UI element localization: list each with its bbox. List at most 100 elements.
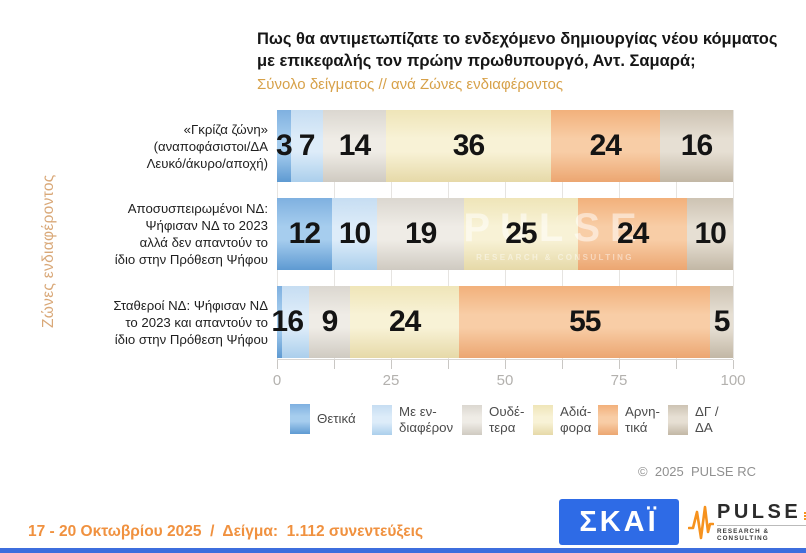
legend-swatch-icon (462, 404, 482, 435)
legend-label: Ουδέ-τερα (489, 404, 524, 435)
bar-segment-Θετικά: 3 (275, 110, 293, 182)
legend-label: Με εν-διαφέρον (399, 404, 453, 435)
x-tick-label-25: 25 (382, 372, 400, 389)
legend-label-line: ΔΑ (695, 419, 713, 435)
legend-swatch-icon (290, 404, 310, 434)
category-label-1: «Γκρίζα ζώνη» (αναποφάσιστοι/ΔΑ Λευκό/άκυρ… (55, 110, 268, 182)
legend-label: Αδιά-φορα (560, 404, 591, 435)
legend-label-line: Αρνη- (625, 404, 660, 419)
axis-tick-75 (618, 360, 620, 369)
legend-label-line: φορα (560, 419, 592, 435)
category-label-line: ίδιο στην Πρόθεση Ψήφου (114, 252, 268, 267)
bar-value-label: 16 (680, 129, 713, 162)
bar-row-1: 3 7 14 36 24 16 (275, 110, 733, 182)
bar-segment-ΔΓ / ΔΑ: 5 (710, 286, 733, 358)
legend-label: ΔΓ / ΔΑ (695, 404, 719, 435)
bar-value-label: 3 (275, 129, 293, 162)
bar-segment-Αδιάφορα: 25 (463, 198, 578, 270)
bar-value-label: 36 (452, 129, 485, 162)
bar-segment-ΔΓ / ΔΑ: 10 (687, 198, 733, 270)
legend: Θετικά Με εν-διαφέρον Ουδέ-τερα Αδιά-φορα Αρ… (0, 404, 806, 454)
bar-segment-Αρνητικά: 24 (550, 110, 660, 182)
legend-item-Αδιάφορα: Αδιά-φορα (533, 404, 591, 435)
legend-label-line: Με εν- (399, 404, 437, 419)
pulse-logo-mark-icon (804, 512, 806, 520)
x-tick-label-100: 100 (720, 372, 746, 389)
legend-swatch-icon (668, 404, 688, 435)
bar-value-label: 24 (616, 217, 649, 250)
category-label-line: το 2023 και απαντούν το (125, 314, 268, 330)
category-label-line: «Γκρίζα ζώνη» (183, 121, 268, 137)
legend-item-Με ενδιαφέρον: Με εν-διαφέρον (372, 404, 453, 435)
chart-title: Πως θα αντιμετωπίζατε το ενδεχόμενο δημι… (257, 29, 805, 73)
skai-logo: ΣΚΑΪ (559, 499, 679, 545)
axis-tick-0 (276, 360, 278, 369)
bar-value-label: 10 (338, 217, 371, 250)
skai-logo-text: ΣΚΑΪ (579, 505, 659, 538)
bar-value-label: 55 (569, 305, 601, 338)
category-label-line: Λευκό/άκυρο/αποχή) (146, 155, 268, 171)
axis-tick-25 (390, 360, 392, 369)
bar-segment-Με ενδιαφέρον: 7 (290, 110, 323, 182)
category-label-line: αλλά δεν απαντούν το (139, 235, 268, 250)
bar-segment-Με ενδιαφέρον: 10 (331, 198, 378, 270)
legend-swatch-icon (598, 404, 618, 435)
bar-value-label: 12 (288, 217, 321, 250)
bar-segment-Ουδέτερα: 9 (308, 286, 350, 358)
bar-value-label: 7 (298, 129, 316, 162)
axis-tick-37.5 (447, 360, 449, 369)
bar-value-label: 5 (713, 305, 731, 338)
legend-label-line: Ουδέ- (489, 404, 525, 419)
bottom-accent-bar (0, 548, 806, 553)
bar-value-label: 6 (287, 305, 304, 338)
bar-segment-Με ενδιαφέρον: 6 (281, 286, 309, 358)
pulse-logo-text: PULSE (717, 501, 802, 523)
bar-value-label: 10 (694, 217, 726, 250)
bar-value-label: 25 (505, 217, 537, 250)
legend-item-Ουδέτερα: Ουδέ-τερα (462, 404, 524, 435)
bar-segment-Ουδέτερα: 19 (377, 198, 464, 270)
legend-label: Αρνη-τικά (625, 404, 660, 435)
pulse-heartbeat-icon (688, 505, 714, 540)
axis-tick-62.5 (561, 360, 563, 369)
pulse-logo-textcol: PULSE RESEARCH & CONSULTING (717, 502, 806, 542)
gridline-100 (732, 110, 734, 359)
legend-item-Αρνητικά: Αρνη-τικά (598, 404, 660, 435)
chart-subtitle: Σύνολο δείγματος // ανά Ζώνες ενδιαφέρον… (257, 76, 564, 93)
legend-label-line: Αδιά- (560, 404, 592, 419)
category-label-line: Ψήφισαν ΝΔ το 2023 (145, 218, 268, 233)
x-axis-line (277, 359, 733, 360)
pulse-logo: PULSE RESEARCH & CONSULTING (688, 499, 806, 545)
bar-value-label: 19 (404, 217, 437, 250)
category-label-3: Σταθεροί ΝΔ: Ψήφισαν ΝΔ το 2023 και απαντ… (55, 286, 268, 358)
bar-row-3: 1 6 9 24 55 5 (271, 286, 733, 358)
bar-segment-Ουδέτερα: 14 (322, 110, 387, 182)
category-label-line: Αποσυσπειρωμένοι ΝΔ: (127, 201, 268, 216)
pulse-logo-subtext: RESEARCH & CONSULTING (717, 525, 806, 542)
footer-date-sample: 17 - 20 Οκτωβρίου 2025 / Δείγμα: 1.112 σ… (28, 523, 424, 540)
bar-value-label: 1 (271, 305, 288, 338)
bar-segment-Θετικά: 1 (271, 286, 288, 358)
axis-tick-12.5 (333, 360, 335, 369)
bar-segment-Αρνητικά: 24 (577, 198, 688, 270)
legend-label-line: τερα (489, 419, 516, 435)
x-tick-label-50: 50 (496, 372, 514, 389)
axis-tick-87.5 (675, 360, 677, 369)
pulse-logo-wordrow: PULSE (717, 502, 806, 522)
bar-value-label: 24 (388, 305, 421, 338)
bar-row-2: 12 10 19 25 24 10 (277, 198, 733, 270)
category-label-line: ίδιο στην Πρόθεση Ψήφου (114, 331, 268, 347)
bar-segment-Αδιάφορα: 36 (386, 110, 551, 182)
legend-item-Θετικά: Θετικά (290, 404, 356, 434)
legend-swatch-icon (372, 404, 392, 435)
x-tick-label-0: 0 (272, 372, 282, 389)
copyright: © 2025 PULSE RC (638, 464, 756, 479)
axis-tick-50 (504, 360, 506, 369)
chart-title-line1: Πως θα αντιμετωπίζατε το ενδεχόμενο δημι… (257, 30, 778, 48)
plot-area: PULSE RESEARCH & CONSULTING 0 25 50 75 100 3 7… (271, 110, 746, 389)
legend-swatch-icon (533, 404, 553, 435)
bar-value-label: 9 (321, 305, 339, 338)
chart-title-line2: με επικεφαλής τον πρώην πρωθυπουργό, Αντ… (257, 51, 696, 70)
legend-item-ΔΓ / ΔΑ: ΔΓ / ΔΑ (668, 404, 719, 435)
legend-label-line: τικά (625, 419, 648, 435)
